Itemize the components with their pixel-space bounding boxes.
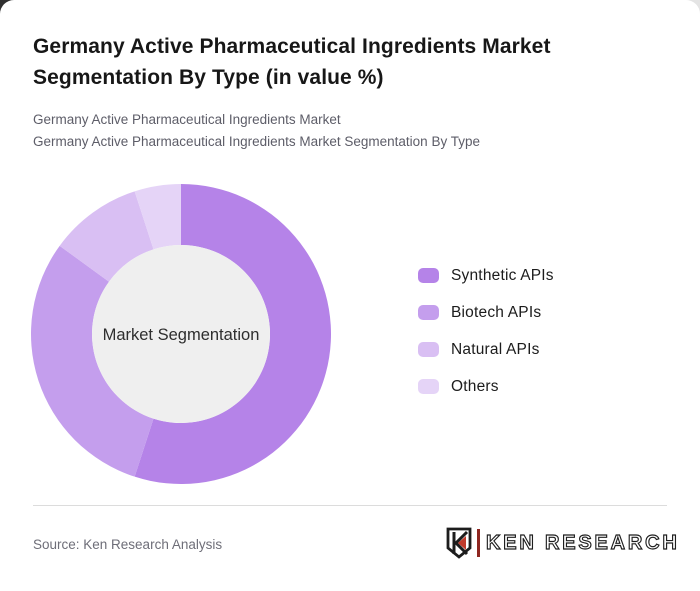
ken-research-logo: KEN RESEARCH (446, 526, 680, 560)
donut-slice-others (134, 184, 181, 250)
subtitle-line1: Germany Active Pharmaceutical Ingredient… (33, 112, 341, 127)
brand-wordmark: KEN RESEARCH (485, 531, 680, 554)
donut-slice-natural-apis (59, 191, 154, 282)
legend-label: Others (451, 377, 499, 395)
page-title-line2: Segmentation By Type (in value %) (33, 66, 384, 89)
legend-swatch-synthetic-apis (418, 268, 439, 283)
chart-subtitle: Germany Active Pharmaceutical Ingredient… (33, 109, 480, 153)
donut-center-label: Market Segmentation (103, 326, 260, 344)
donut-slice-synthetic-apis (134, 184, 331, 484)
legend-label: Biotech APIs (451, 303, 542, 321)
donut-slices (31, 184, 331, 484)
legend-label: Natural APIs (451, 340, 540, 358)
subtitle-line2: Germany Active Pharmaceutical Ingredient… (33, 134, 480, 149)
legend-item-others: Others (418, 377, 554, 395)
logo-separator (477, 529, 480, 557)
legend-label: Synthetic APIs (451, 266, 554, 284)
chart-legend: Synthetic APIs Biotech APIs Natural APIs… (418, 266, 554, 416)
donut-slice-biotech-apis (31, 245, 154, 477)
footer-divider (33, 505, 667, 506)
source-text: Source: Ken Research Analysis (33, 537, 223, 552)
ken-research-shield-icon (446, 527, 472, 559)
legend-swatch-others (418, 379, 439, 394)
page-title: Germany Active Pharmaceutical Ingredient… (33, 31, 551, 93)
legend-item-synthetic-apis: Synthetic APIs (418, 266, 554, 284)
donut-chart-svg: Market Segmentation (31, 184, 331, 484)
legend-item-biotech-apis: Biotech APIs (418, 303, 554, 321)
legend-swatch-natural-apis (418, 342, 439, 357)
donut-center-circle (92, 245, 270, 423)
legend-swatch-biotech-apis (418, 305, 439, 320)
page-title-line1: Germany Active Pharmaceutical Ingredient… (33, 35, 551, 58)
legend-item-natural-apis: Natural APIs (418, 340, 554, 358)
